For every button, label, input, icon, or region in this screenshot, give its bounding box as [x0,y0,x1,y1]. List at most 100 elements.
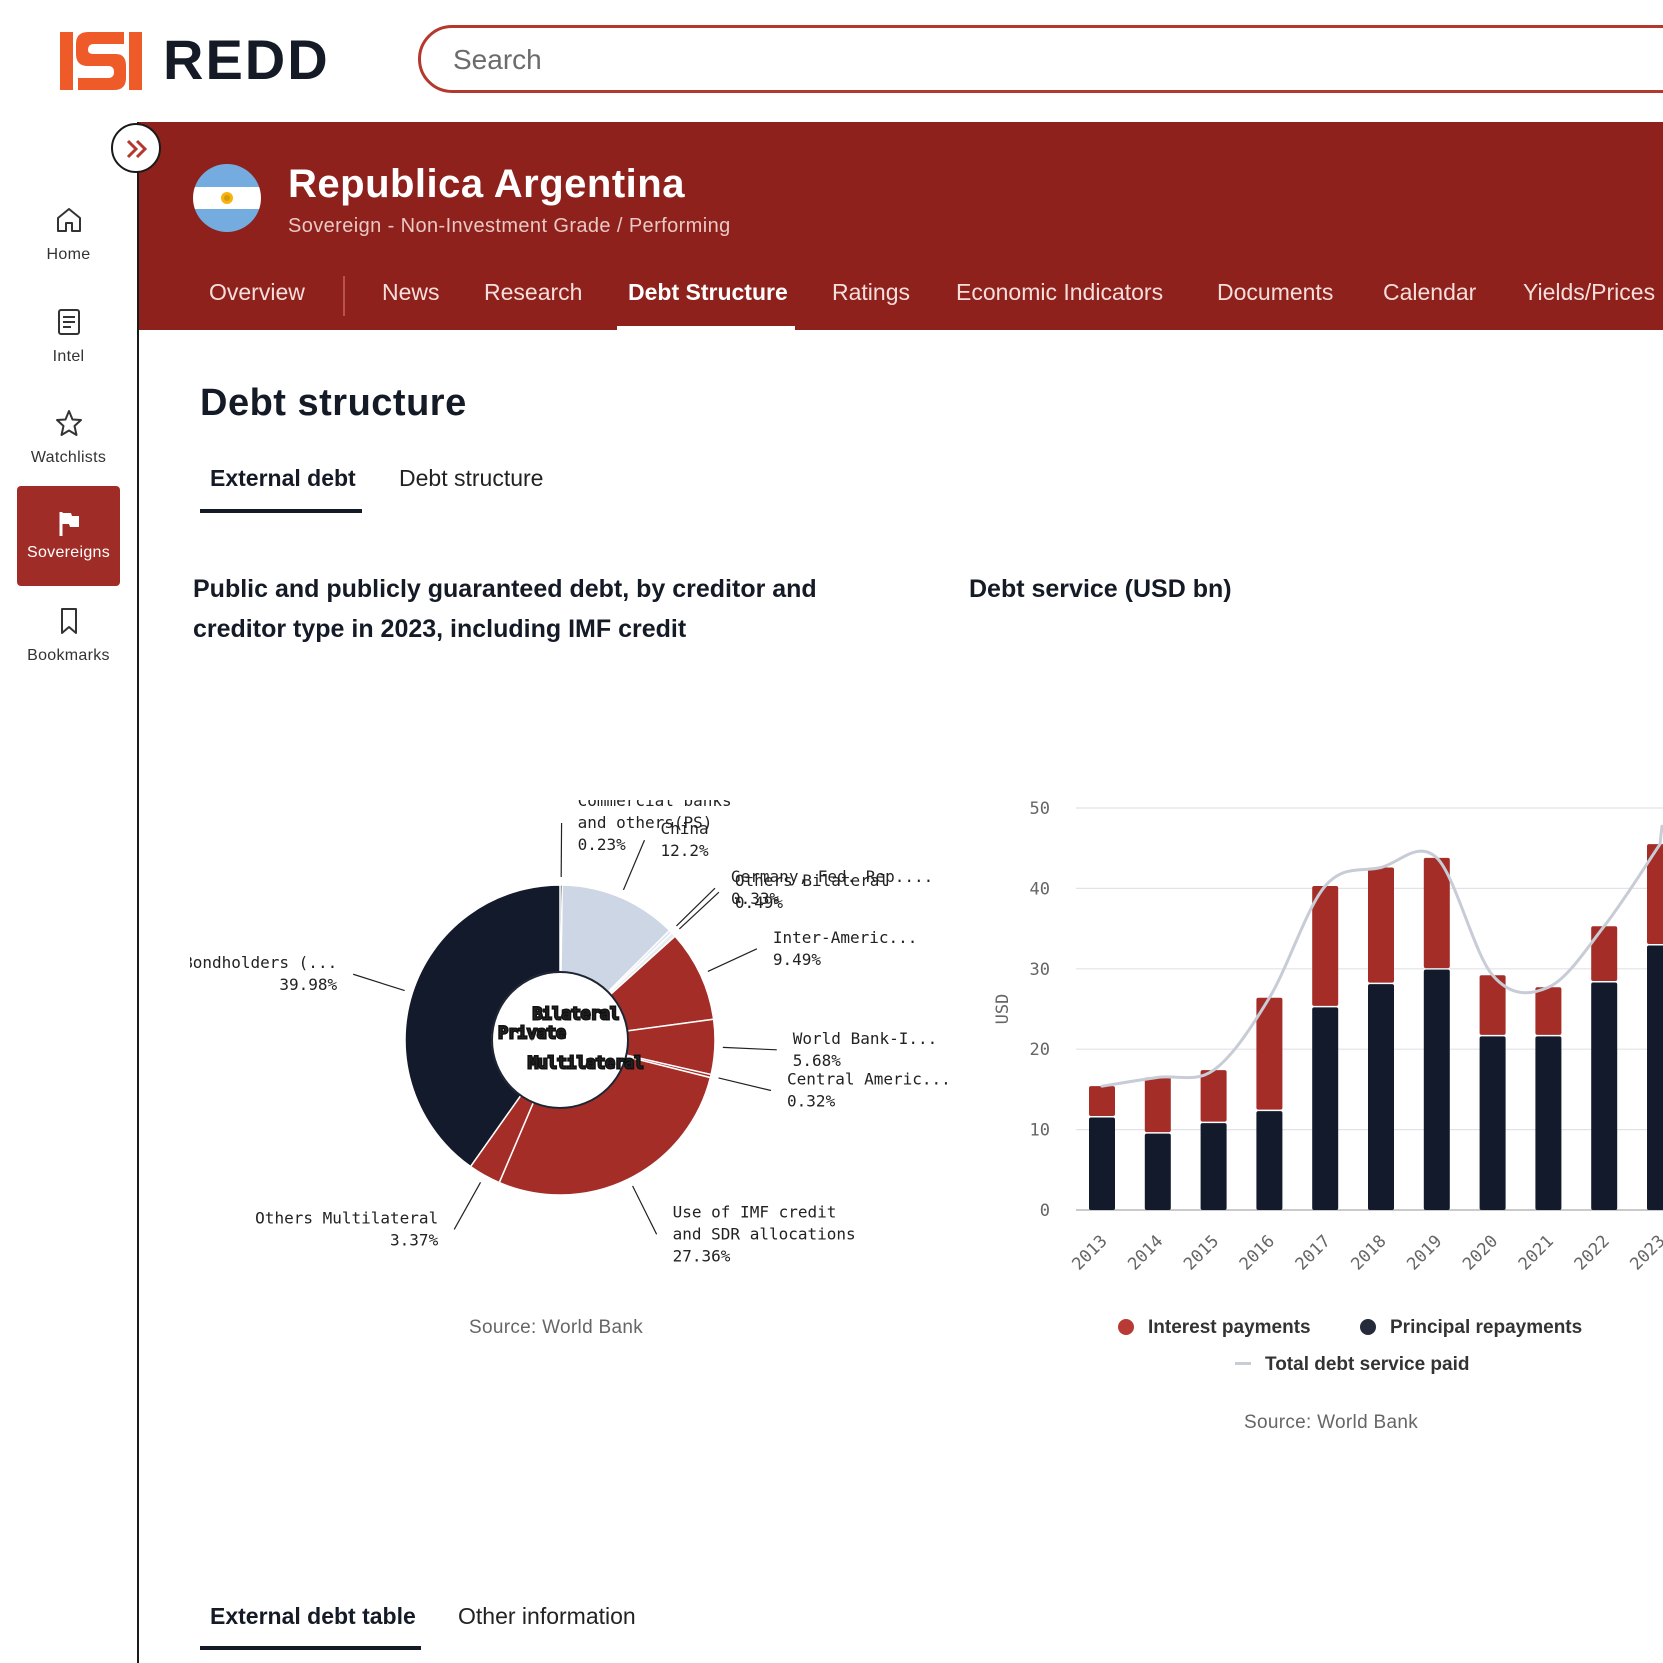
tab-research[interactable]: Research [484,279,583,305]
tab-overview[interactable]: Overview [209,279,305,305]
legend-line [1235,1362,1251,1365]
home-icon [56,208,81,232]
pie-leader-line [353,973,405,992]
search-input[interactable] [451,38,1355,82]
y-tick-label: 20 [1030,1040,1050,1060]
bar-principal-2022[interactable] [1591,982,1618,1210]
sidebar-item-watchlists[interactable]: Watchlists [17,395,120,495]
legend-label: Total debt service paid [1265,1354,1470,1375]
bar-principal-2019[interactable] [1423,969,1450,1210]
tab-yields-prices[interactable]: Yields/Prices [1523,279,1656,305]
pie-label: Others Bilateral 0.49% [735,871,889,912]
tab-news[interactable]: News [382,279,440,305]
x-tick-label: 2020 [1459,1231,1502,1274]
entity-name: Republica Argentina [288,162,685,206]
sidebar-item-label: Bookmarks [27,647,110,664]
pie-leader-line [453,1182,482,1230]
bar-interest-2019[interactable] [1423,857,1450,969]
bar-interest-2013[interactable] [1089,1086,1115,1117]
pie-leader-line [707,948,758,973]
x-tick-label: 2013 [1068,1231,1111,1274]
bar-principal-2015[interactable] [1200,1123,1227,1210]
pie-label: Germany, Fed. Rep.... 0.33% [731,867,933,908]
bar-interest-2021[interactable] [1535,987,1562,1035]
active-tab-indicator [617,326,795,330]
y-tick-label: 40 [1030,879,1050,899]
x-tick-label: 2018 [1347,1231,1390,1274]
x-tick-label: 2019 [1403,1231,1446,1274]
sidebar-item-intel[interactable]: Intel [17,294,120,394]
tab-debt-structure[interactable]: Debt Structure [628,279,788,305]
x-tick-label: 2021 [1515,1231,1558,1274]
tab-other-information[interactable]: Other information [458,1603,636,1629]
legend-interest-payments[interactable]: Interest payments [1118,1317,1311,1339]
bar-interest-2017[interactable] [1312,885,1339,1006]
brand-name[interactable]: REDD [163,28,330,91]
bar-interest-2018[interactable] [1368,867,1394,983]
bar-principal-2016[interactable] [1256,1111,1283,1210]
pie-leader-line [676,887,716,927]
top-bar: REDD [0,0,1663,122]
tab-ratings[interactable]: Ratings [832,279,910,305]
x-tick-label: 2022 [1571,1231,1614,1274]
argentina-flag-icon [193,164,261,232]
legend-principal-repayments[interactable]: Principal repayments [1360,1317,1582,1339]
pie-inner-slice-bilateral[interactable] [545,1040,598,1106]
pie-inner-label-multilateral: Multilateral [528,1053,644,1072]
bar-interest-2022[interactable] [1591,926,1618,981]
pie-label: Central Americ... 0.32% [787,1069,950,1110]
active-bottom-tab-indicator [200,1646,421,1650]
y-axis-label: USD [993,994,1013,1025]
sidebar-item-home[interactable]: Home [17,192,120,292]
bar-principal-2020[interactable] [1479,1036,1506,1210]
bar-principal-2017[interactable] [1312,1007,1339,1210]
expand-sidebar-button[interactable] [111,123,161,173]
redd-logo-icon[interactable] [60,32,142,90]
search-bar[interactable] [418,25,1663,93]
pie-leader-line [632,1185,658,1235]
tab-economic-indicators[interactable]: Economic Indicators [956,279,1164,305]
legend-label: Principal repayments [1390,1317,1583,1338]
pie-inner-ring [491,971,629,1109]
bar-interest-2023[interactable] [1647,844,1663,944]
bar-chart: USD 0 10 20 30 40 50 2013 2014 2015 2016 2017 2018 20… [993,799,1663,1274]
bar-interest-2016[interactable] [1256,997,1283,1110]
entity-classification: Sovereign - Non-Investment Grade / Perfo… [288,215,731,237]
bar-chart-title: Debt service (USD bn) [969,575,1232,603]
sidebar-item-label: Intel [52,348,85,365]
pie-inner-slice-multilateral[interactable] [494,974,560,1105]
bar-principal-2013[interactable] [1089,1117,1115,1210]
pie-label: China 12.2% [660,819,709,860]
document-icon [57,309,80,335]
bookmark-icon [60,608,77,634]
sidebar-item-sovereigns[interactable]: Sovereigns [17,486,120,586]
tab-documents[interactable]: Documents [1217,279,1334,305]
tab-external-debt[interactable]: External debt [210,465,356,491]
pie-inner-slice-private[interactable] [560,974,626,1095]
bar-interest-2014[interactable] [1144,1077,1171,1133]
total-debt-service-line[interactable] [1100,824,1663,1088]
pie-label: Commercial banks and others(PS) 0.23% [578,800,732,854]
sidebar-item-label: Watchlists [30,449,107,466]
pie-label: World Bank-I... 5.68% [793,1029,938,1070]
bar-principal-2018[interactable] [1368,984,1394,1210]
sidebar-item-label: Home [46,246,91,263]
sidebar: Home Intel Watchlists Sovereigns Bookmar… [0,122,139,1663]
x-tick-label: 2017 [1292,1231,1335,1274]
tab-debt-structure-sub[interactable]: Debt structure [399,465,544,491]
bar-principal-2023[interactable] [1647,945,1663,1210]
bar-interest-2015[interactable] [1200,1070,1227,1122]
sidebar-item-bookmarks[interactable]: Bookmarks [17,593,120,693]
bar-principal-2021[interactable] [1535,1036,1562,1210]
tab-external-debt-table[interactable]: External debt table [210,1603,416,1629]
y-tick-label: 10 [1030,1121,1050,1141]
bar-interest-2020[interactable] [1479,975,1506,1035]
bar-principal-2014[interactable] [1144,1133,1171,1210]
legend-total-debt-service[interactable]: Total debt service paid [1235,1354,1469,1376]
tab-calendar[interactable]: Calendar [1383,279,1477,305]
x-tick-label: 2023 [1626,1231,1663,1274]
pie-leader-line [622,839,646,891]
legend-dot [1360,1319,1376,1335]
pie-leader-line [722,1046,777,1051]
pie-leader-line [678,891,720,930]
